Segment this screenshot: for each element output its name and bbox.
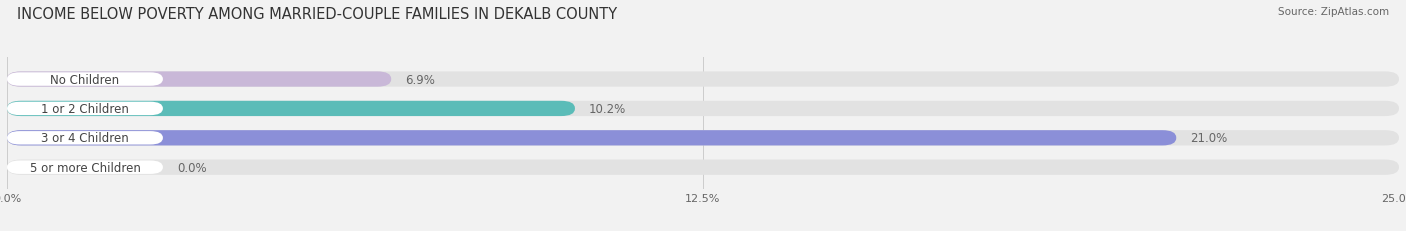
Text: 6.9%: 6.9% xyxy=(405,73,434,86)
FancyBboxPatch shape xyxy=(7,160,1399,175)
FancyBboxPatch shape xyxy=(7,161,163,174)
Text: INCOME BELOW POVERTY AMONG MARRIED-COUPLE FAMILIES IN DEKALB COUNTY: INCOME BELOW POVERTY AMONG MARRIED-COUPL… xyxy=(17,7,617,22)
Text: 3 or 4 Children: 3 or 4 Children xyxy=(41,132,129,145)
FancyBboxPatch shape xyxy=(7,73,163,86)
Text: 1 or 2 Children: 1 or 2 Children xyxy=(41,103,129,116)
FancyBboxPatch shape xyxy=(7,72,391,87)
Text: Source: ZipAtlas.com: Source: ZipAtlas.com xyxy=(1278,7,1389,17)
FancyBboxPatch shape xyxy=(7,131,163,145)
Text: 10.2%: 10.2% xyxy=(589,103,626,116)
FancyBboxPatch shape xyxy=(7,131,1177,146)
Text: No Children: No Children xyxy=(51,73,120,86)
FancyBboxPatch shape xyxy=(7,101,1399,117)
Text: 21.0%: 21.0% xyxy=(1191,132,1227,145)
Text: 0.0%: 0.0% xyxy=(177,161,207,174)
FancyBboxPatch shape xyxy=(7,102,163,116)
FancyBboxPatch shape xyxy=(7,101,575,117)
Text: 5 or more Children: 5 or more Children xyxy=(30,161,141,174)
FancyBboxPatch shape xyxy=(7,72,1399,87)
FancyBboxPatch shape xyxy=(7,131,1399,146)
